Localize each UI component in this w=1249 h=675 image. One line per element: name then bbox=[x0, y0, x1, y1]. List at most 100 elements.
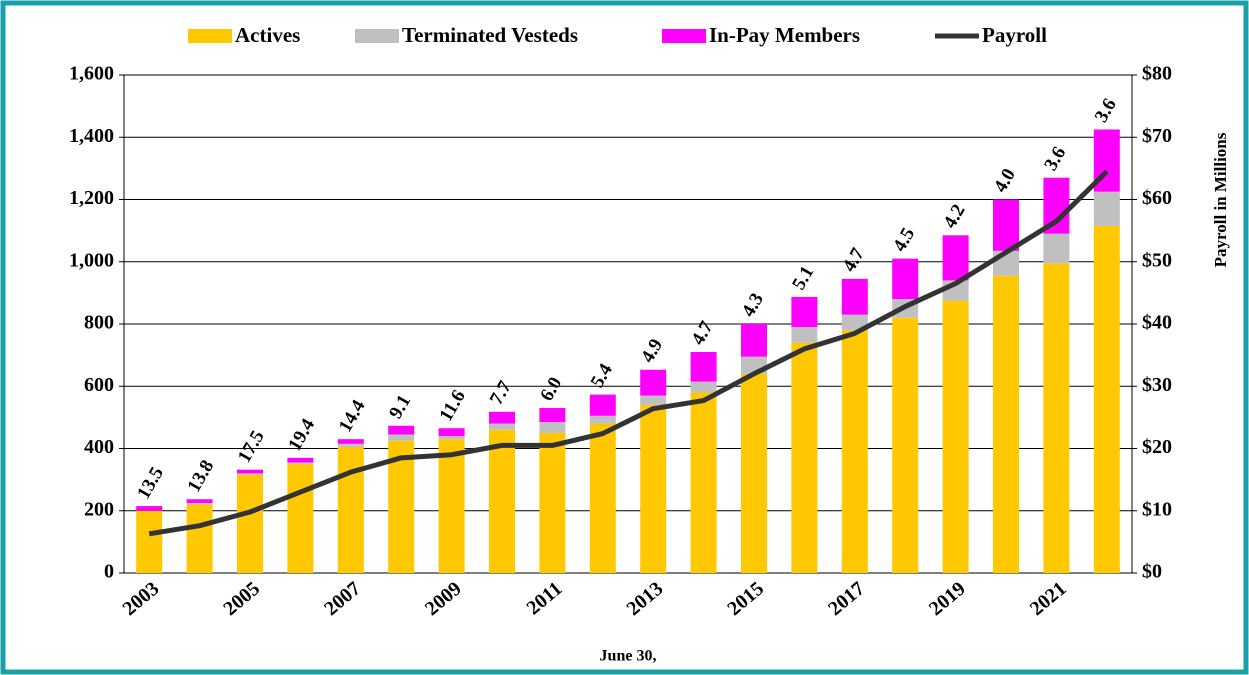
bar-segment bbox=[186, 502, 213, 505]
payroll-line bbox=[148, 169, 1109, 537]
x-tick-label: 2013 bbox=[623, 577, 668, 620]
bar-segment bbox=[1093, 225, 1120, 574]
x-tick-label: 2007 bbox=[320, 577, 365, 620]
data-annotation: 3.6 bbox=[1091, 95, 1121, 126]
y2-tick-label: $0 bbox=[1142, 561, 1162, 583]
bar-segment bbox=[237, 474, 263, 573]
bar-segment bbox=[841, 314, 868, 331]
y-tick-label: 200 bbox=[84, 498, 114, 520]
x-axis-label: June 30, bbox=[600, 648, 657, 665]
bar-segment bbox=[337, 446, 364, 573]
y2-tick-label: $70 bbox=[1142, 125, 1172, 147]
legend-label: Terminated Vesteds bbox=[402, 23, 578, 47]
data-annotation: 4.0 bbox=[990, 165, 1020, 196]
y-tick-label: 1,200 bbox=[69, 187, 114, 209]
legend-swatch bbox=[188, 29, 232, 43]
bar-segment bbox=[993, 199, 1019, 251]
legend-label: In-Pay Members bbox=[709, 23, 860, 47]
bar-segment bbox=[741, 324, 767, 357]
bar-segment bbox=[287, 464, 314, 573]
x-tick-label: 2017 bbox=[824, 577, 869, 620]
y2-tick-label: $50 bbox=[1142, 249, 1172, 271]
bar-segment bbox=[892, 317, 919, 573]
bar-segment bbox=[640, 404, 667, 573]
data-annotation: 5.1 bbox=[788, 263, 818, 294]
y-tick-label: 1,000 bbox=[69, 249, 114, 271]
bar-segment bbox=[892, 258, 919, 300]
data-annotation: 4.9 bbox=[637, 335, 667, 366]
bar-segment bbox=[539, 432, 566, 573]
y-tick-label: 600 bbox=[84, 374, 114, 396]
y-tick-label: 1,400 bbox=[69, 125, 114, 147]
bar-segment bbox=[589, 394, 616, 416]
y-tick-label: 800 bbox=[84, 312, 114, 334]
data-annotation: 17.5 bbox=[234, 427, 269, 466]
x-tick-label: 2021 bbox=[1026, 577, 1071, 620]
bar-segment bbox=[640, 369, 667, 396]
bar-segment bbox=[237, 469, 263, 474]
bar-segment bbox=[186, 504, 213, 573]
bar-segment bbox=[791, 296, 818, 328]
bar-segment bbox=[589, 415, 616, 424]
y2-tick-label: $10 bbox=[1142, 498, 1172, 520]
bar-segment bbox=[942, 235, 969, 281]
data-annotation: 14.4 bbox=[335, 396, 370, 436]
bar-segment bbox=[489, 429, 515, 573]
data-annotation: 4.5 bbox=[889, 224, 919, 255]
bar-segment bbox=[287, 462, 314, 465]
bar-segment bbox=[1043, 263, 1070, 573]
x-tick-label: 2011 bbox=[523, 577, 567, 619]
legend-swatch bbox=[355, 29, 399, 43]
bar-segment bbox=[287, 457, 314, 463]
data-annotation: 3.6 bbox=[1040, 143, 1070, 174]
bar-segment bbox=[993, 275, 1019, 573]
bar-segment bbox=[438, 436, 465, 440]
bar-segment bbox=[690, 352, 717, 382]
bar-segment bbox=[640, 395, 667, 405]
bar-segment bbox=[136, 510, 163, 573]
bar-segment bbox=[589, 423, 616, 573]
bar-segment bbox=[690, 392, 717, 573]
y2-tick-label: $20 bbox=[1142, 436, 1172, 458]
bar-segment bbox=[539, 408, 566, 423]
data-annotation: 9.1 bbox=[385, 391, 415, 422]
x-tick-label: 2019 bbox=[925, 577, 970, 620]
legend-label: Actives bbox=[235, 23, 300, 47]
bar-segment bbox=[438, 439, 465, 573]
bar-segment bbox=[841, 278, 868, 315]
y-tick-label: 1,600 bbox=[69, 63, 114, 85]
bar-segment bbox=[791, 342, 818, 573]
bar-segment bbox=[337, 443, 364, 447]
bar-segment bbox=[791, 327, 818, 343]
data-annotation: 4.2 bbox=[940, 201, 970, 232]
data-annotation: 4.3 bbox=[738, 290, 768, 321]
data-annotation: 11.6 bbox=[436, 387, 470, 425]
y-tick-label: 400 bbox=[84, 436, 114, 458]
data-annotation: 4.7 bbox=[688, 317, 718, 349]
bar-segment bbox=[942, 300, 969, 573]
bar-segment bbox=[489, 411, 515, 424]
legend-label: Payroll bbox=[982, 23, 1047, 47]
y2-axis-label: Payroll in Millions bbox=[1211, 132, 1230, 267]
bar-segment bbox=[388, 434, 415, 441]
y2-tick-label: $80 bbox=[1142, 63, 1172, 85]
data-annotation: 13.5 bbox=[133, 463, 168, 502]
bar-segment bbox=[438, 428, 465, 437]
x-tick-label: 2009 bbox=[421, 577, 466, 620]
x-tick-label: 2003 bbox=[119, 577, 164, 620]
y2-tick-label: $60 bbox=[1142, 187, 1172, 209]
data-annotation: 13.8 bbox=[184, 457, 219, 496]
y2-tick-label: $40 bbox=[1142, 312, 1172, 334]
bar-segment bbox=[841, 330, 868, 573]
bar-segment bbox=[237, 473, 263, 475]
bar-segment bbox=[337, 439, 364, 444]
legend-swatch bbox=[662, 29, 706, 43]
y-tick-label: 0 bbox=[104, 561, 114, 583]
data-annotation: 6.0 bbox=[536, 374, 566, 405]
bar-segment bbox=[136, 506, 163, 511]
bar-segment bbox=[1043, 233, 1070, 264]
data-annotation: 7.7 bbox=[486, 377, 516, 409]
